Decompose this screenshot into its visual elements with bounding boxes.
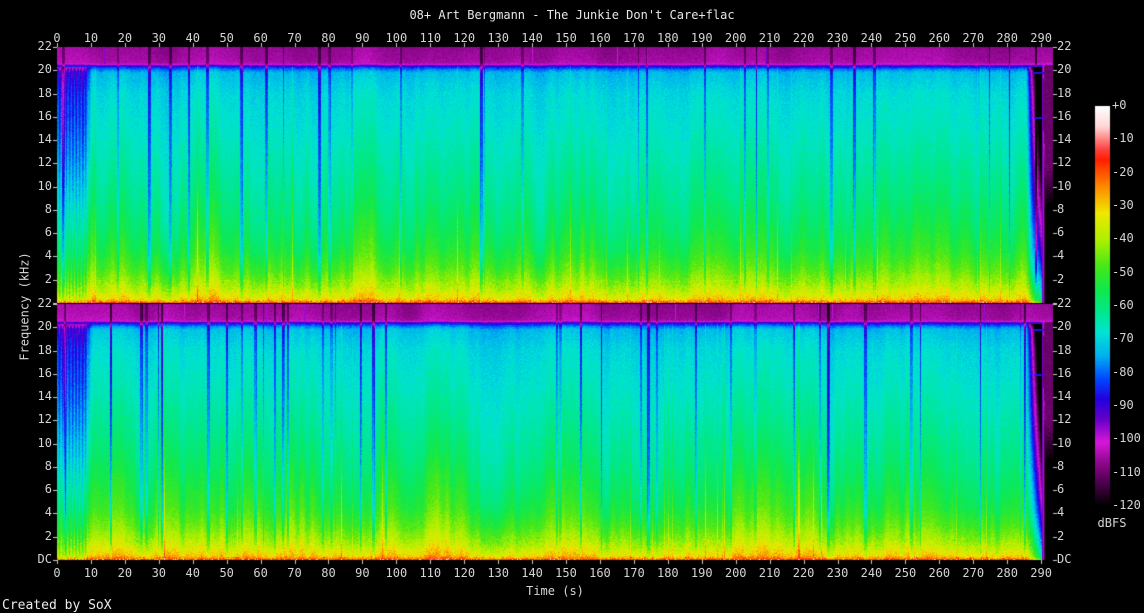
y-axis-title: Frequency (kHz) [18, 187, 31, 427]
chart-title: 08+ Art Bergmann - The Junkie Don't Care… [0, 8, 1144, 22]
spectrogram-window: 08+ Art Bergmann - The Junkie Don't Care… [0, 0, 1144, 613]
x-axis-title: Time (s) [495, 584, 615, 598]
created-by-sox-label: Created by SoX [2, 598, 112, 613]
colorbar-title: dBFS [1092, 516, 1132, 530]
spectrogram-canvas [0, 0, 1144, 613]
